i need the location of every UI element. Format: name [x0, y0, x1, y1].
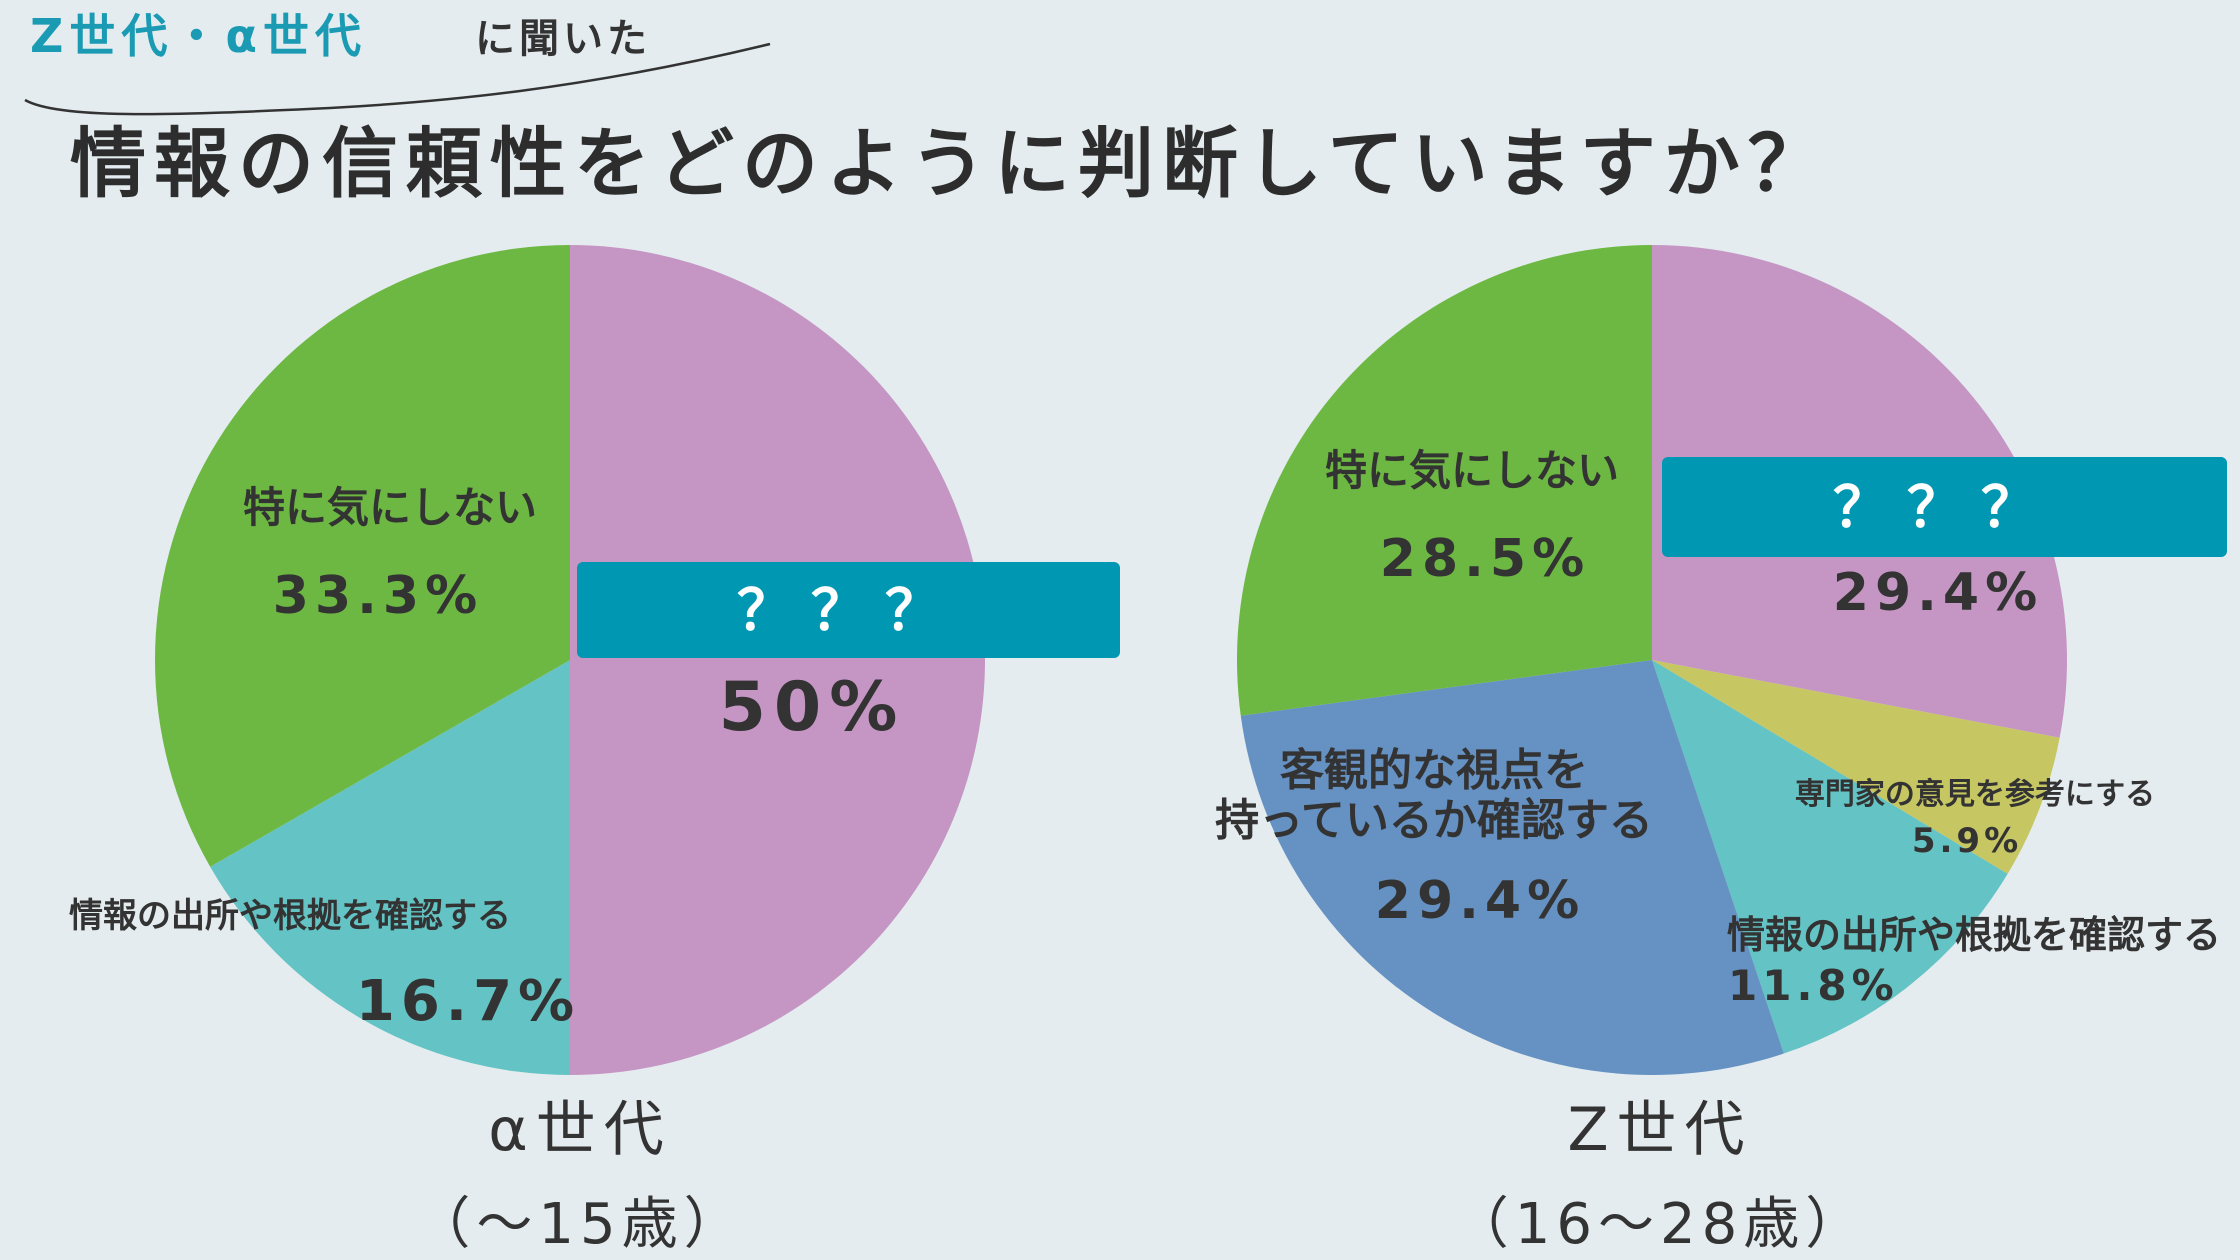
- slice-value-z-hidden: 29.4%: [1833, 563, 2043, 623]
- pie-chart-alpha: [155, 245, 985, 1075]
- slice-value-z-source: 11.8%: [1728, 961, 1899, 1010]
- slice-name-z-expert: 専門家の意見を参考にする: [1795, 777, 2155, 812]
- slice-value-z-objective: 29.4%: [1375, 871, 1585, 931]
- slice-name-z-nocare: 特に気にしない: [1325, 446, 1619, 495]
- subtitle-underline: [24, 42, 771, 116]
- z-annotations: 特に気にしない 28.5% ？？？ 29.4% 専門家の意見を参考にする 5.9…: [1215, 446, 2227, 1257]
- pie-slice-z-objective: [1240, 660, 1784, 1075]
- pie-slice-z-expert: [1652, 660, 2060, 874]
- slice-value-z-expert: 5.9%: [1912, 821, 2022, 861]
- subtitle-rest: に聞いた: [475, 16, 651, 62]
- subtitle-generations: Z世代・α世代: [30, 9, 367, 63]
- slice-value-z-nocare: 28.5%: [1380, 529, 1590, 589]
- slice-name-z-objective-1: 客観的な視点を: [1280, 745, 1588, 796]
- age-range-z: （16〜28歳）: [1453, 1192, 1868, 1257]
- pie-slice-z-nocare: [1237, 244, 1652, 716]
- slice-value-alpha-source: 16.7%: [356, 969, 580, 1034]
- hidden-answer-label-z: ？？？: [1833, 476, 2055, 541]
- hidden-answer-banner-z: [1662, 457, 2227, 557]
- hidden-answer-banner-alpha: [577, 562, 1120, 658]
- slice-name-z-source: 情報の出所や根拠を確認する: [1727, 913, 2221, 957]
- slice-name-alpha-nocare: 特に気にしない: [243, 483, 537, 532]
- age-range-alpha: （〜15歳）: [414, 1192, 745, 1257]
- pie-slice-z-source: [1652, 660, 2008, 1054]
- main-title: 情報の信頼性をどのように判断していますか？: [70, 119, 1832, 208]
- alpha-annotations: 特に気にしない 33.3% 情報の出所や根拠を確認する 16.7% ？？？ 50…: [69, 483, 1120, 1257]
- slice-name-z-objective-2: 持っているか確認する: [1215, 795, 1653, 846]
- generation-label-z: Z世代: [1567, 1095, 1752, 1165]
- slice-value-alpha-nocare: 33.3%: [273, 566, 483, 626]
- hidden-answer-label-alpha: ？？？: [737, 579, 959, 644]
- pie-slice-alpha-nocare: [155, 245, 570, 867]
- header: Z世代・α世代 に聞いた 情報の信頼性をどのように判断していますか？: [24, 9, 1832, 208]
- slice-name-alpha-source: 情報の出所や根拠を確認する: [69, 896, 511, 936]
- generation-label-alpha: α世代: [488, 1095, 672, 1165]
- pie-slice-alpha-source: [210, 660, 571, 1075]
- pie-slice-alpha-hidden: [570, 245, 985, 1075]
- slice-value-alpha-hidden: 50%: [719, 668, 906, 747]
